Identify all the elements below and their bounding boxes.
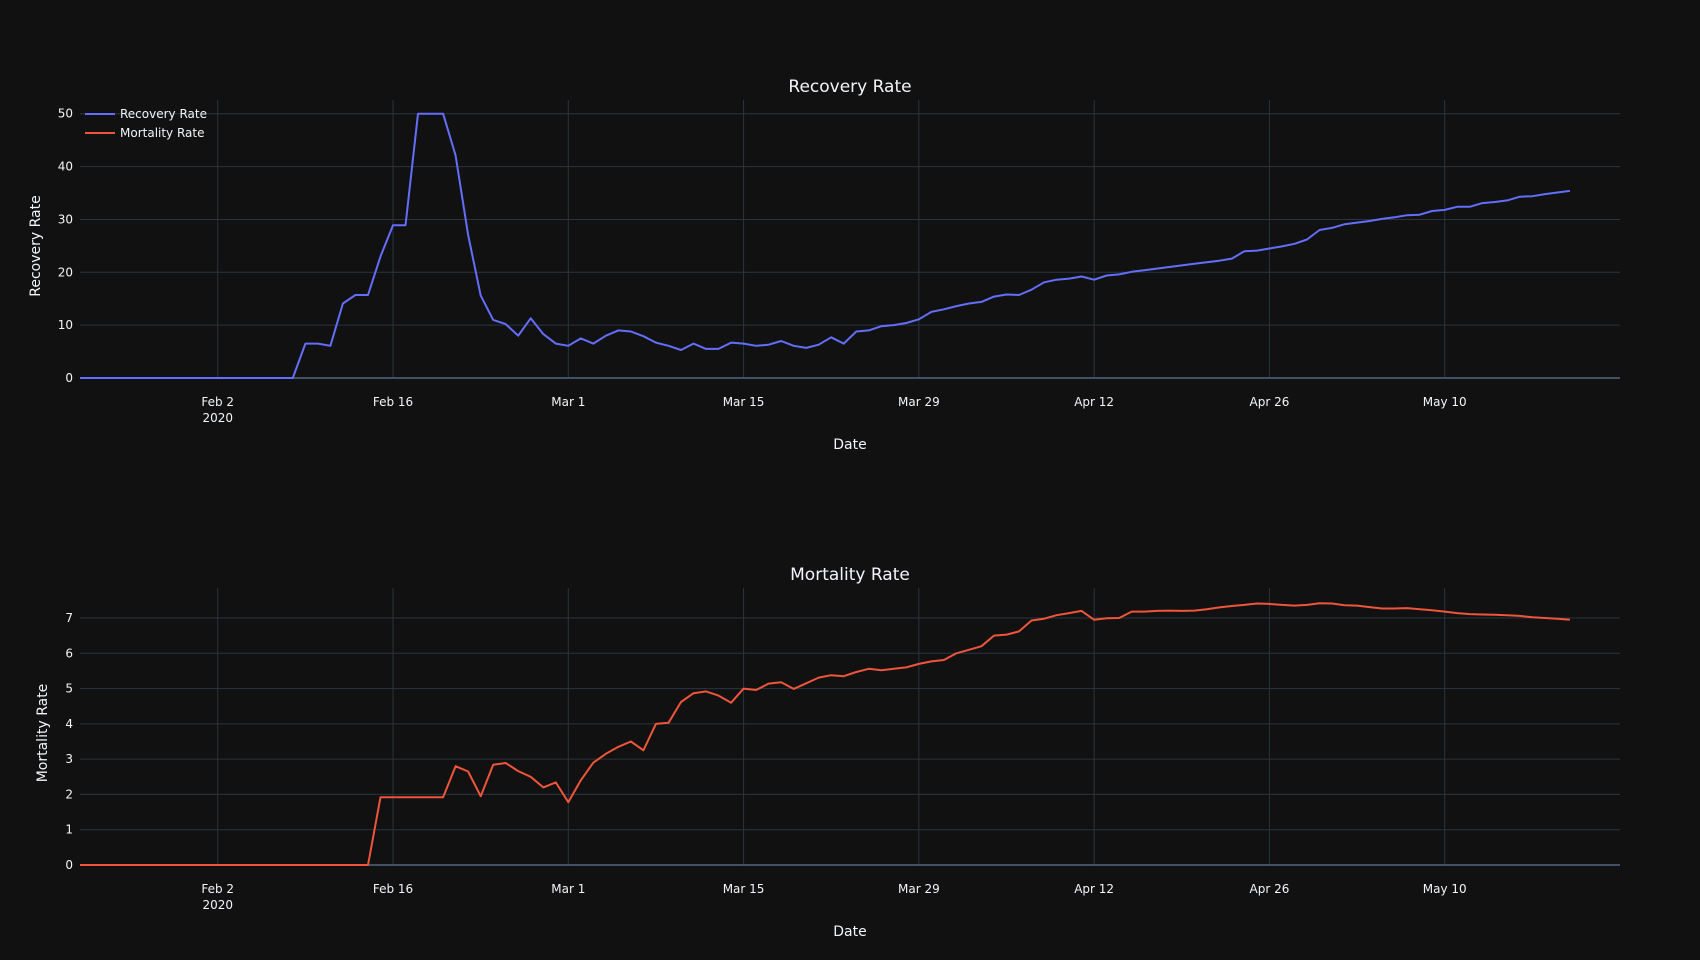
mortality-x-tick-year-label: 2020 (202, 898, 233, 912)
recovery-y-tick-label: 40 (58, 160, 73, 174)
recovery-y-axis-title: Recovery Rate (28, 195, 44, 296)
mortality-x-tick-label: Mar 29 (898, 882, 940, 896)
recovery-x-axis-title: Date (833, 437, 866, 453)
recovery-x-tick-label: Apr 26 (1250, 395, 1290, 409)
mortality-y-tick-label: 1 (65, 823, 73, 837)
recovery-series-layer (80, 112, 1571, 379)
recovery-x-tick-label: Mar 29 (898, 395, 940, 409)
legend-label-recovery-rate[interactable]: Recovery Rate (120, 107, 207, 121)
recovery-x-tick-label: Mar 15 (723, 395, 765, 409)
recovery-y-tick-label: 30 (58, 212, 73, 226)
mortality-y-tick-label: 6 (65, 646, 73, 660)
recovery-x-tick-label: Feb 16 (373, 395, 413, 409)
mortality-panel: Mortality Rate Feb 2 2020 Feb 16 Mar 1 Mar 1… (35, 565, 1620, 940)
mortality-y-tick-label: 5 (65, 682, 73, 696)
recovery-x-tick-year-label: 2020 (202, 411, 233, 425)
recovery-y-tick-label: 20 (58, 265, 73, 279)
mortality-y-tick-label: 3 (65, 752, 73, 766)
recovery-chart-title: Recovery Rate (788, 77, 911, 97)
recovery-y-tick-label: 10 (58, 318, 73, 332)
mortality-tick-labels: Feb 2 2020 Feb 16 Mar 1 Mar 15 Mar 29 Apr 12 Ap… (65, 611, 1466, 912)
recovery-x-tick-label: Apr 12 (1074, 395, 1114, 409)
recovery-tick-labels: Feb 2 2020 Feb 16 Mar 1 Mar 15 Mar 29 Apr 12 Ap… (58, 107, 1467, 425)
recovery-panel: Recovery Rate Feb 2 2020 Feb 16 Mar 1 Mar 15… (28, 77, 1620, 453)
mortality-x-tick-label: Mar 15 (723, 882, 765, 896)
mortality-series-layer (80, 602, 1570, 866)
recovery-x-tick-label: Feb 2 (201, 395, 234, 409)
mortality-x-tick-label: Feb 16 (373, 882, 413, 896)
mortality-y-tick-label: 4 (65, 717, 73, 731)
recovery-x-tick-label: May 10 (1423, 395, 1467, 409)
mortality-x-tick-label: May 10 (1423, 882, 1467, 896)
legend-label-mortality-rate[interactable]: Mortality Rate (120, 126, 205, 140)
mortality-x-tick-label: Apr 26 (1250, 882, 1290, 896)
mortality-x-axis-title: Date (833, 924, 866, 940)
mortality-y-axis-title: Mortality Rate (35, 684, 51, 783)
mortality-series-line (80, 602, 1570, 866)
mortality-x-tick-label: Feb 2 (201, 882, 234, 896)
mortality-x-tick-label: Apr 12 (1074, 882, 1114, 896)
mortality-y-tick-label: 7 (65, 611, 73, 625)
recovery-series-line (80, 112, 1571, 379)
mortality-y-tick-label: 2 (65, 787, 73, 801)
mortality-x-tick-label: Mar 1 (551, 882, 585, 896)
mortality-y-tick-label: 0 (65, 858, 73, 872)
recovery-y-tick-label: 0 (65, 371, 73, 385)
mortality-chart-title: Mortality Rate (790, 565, 910, 585)
legend: Recovery Rate Mortality Rate (85, 107, 207, 140)
recovery-y-tick-label: 50 (58, 107, 73, 121)
recovery-x-tick-label: Mar 1 (551, 395, 585, 409)
